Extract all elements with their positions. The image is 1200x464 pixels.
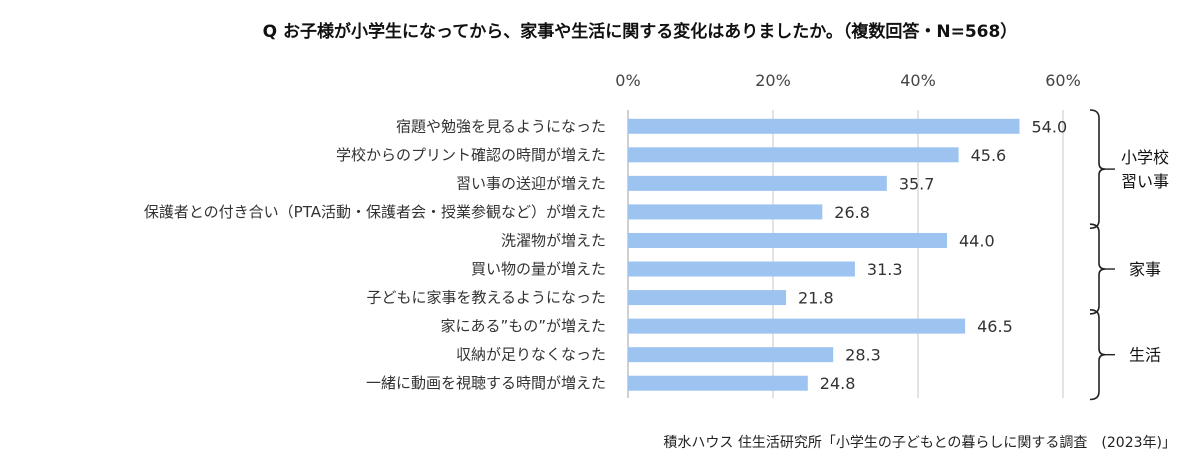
data-label: 44.0: [959, 231, 995, 250]
x-tick-label: 40%: [900, 71, 936, 90]
bar: [628, 204, 823, 220]
category-label: 買い物の量が増えた: [471, 260, 606, 278]
category-label: 一緒に動画を視聴する時間が増えた: [366, 374, 606, 392]
data-label: 26.8: [834, 203, 870, 222]
bar: [628, 261, 855, 277]
data-label: 28.3: [845, 346, 881, 365]
group-bracket: [1089, 109, 1106, 229]
category-labels: 宿題や勉強を見るようになった学校からのプリント確認の時間が増えた習い事の送迎が増…: [144, 117, 606, 392]
data-label: 35.7: [899, 174, 935, 193]
category-label: 宿題や勉強を見るようになった: [396, 117, 606, 135]
bar: [628, 347, 834, 363]
category-label: 洗濯物が増えた: [501, 231, 606, 249]
chart-source: 積水ハウス 住生活研究所「小学生の子どもとの暮らしに関する調査 (2023年)」: [663, 435, 1176, 451]
category-label: 収納が足りなくなった: [456, 346, 606, 364]
category-label: 習い事の送迎が増えた: [456, 174, 606, 192]
bar: [628, 290, 787, 306]
group-label: 習い事: [1121, 172, 1169, 191]
x-tick-label: 0%: [615, 71, 640, 90]
bar: [628, 118, 1020, 134]
bar: [628, 232, 947, 248]
data-label: 21.8: [798, 289, 834, 308]
group-bracket: [1089, 223, 1106, 315]
bar: [628, 318, 966, 334]
bar: [628, 147, 959, 163]
data-label: 46.5: [977, 317, 1013, 336]
x-axis-ticks: 0% 20% 40% 60%: [615, 71, 1080, 90]
group-label: 家事: [1129, 260, 1161, 279]
group-bracket: [1089, 309, 1106, 401]
bars: [628, 118, 1020, 391]
value-labels: 54.0 45.6 35.7 26.8 44.0 31.3 21.8 46.5 28.3 24.8: [798, 117, 1067, 393]
x-tick-label: 20%: [755, 71, 791, 90]
chart-title: Q お子様が小学生になってから、家事や生活に関する変化はありましたか。（複数回答…: [263, 21, 1018, 42]
group-label: 小学校: [1121, 148, 1169, 167]
group-label: 生活: [1129, 346, 1161, 365]
data-label: 45.6: [971, 146, 1007, 165]
category-label: 子どもに家事を教えるようになった: [366, 289, 606, 307]
data-label: 54.0: [1032, 117, 1068, 136]
category-label: 保護者との付き合い（PTA活動・保護者会・授業参観など）が増えた: [144, 203, 606, 221]
bar: [628, 175, 887, 191]
x-tick-label: 60%: [1045, 71, 1081, 90]
data-label: 31.3: [867, 260, 903, 279]
data-label: 24.8: [820, 374, 856, 393]
category-label: 学校からのプリント確認の時間が増えた: [336, 146, 606, 164]
category-label: 家にある”もの”が増えた: [440, 317, 606, 335]
bar: [628, 375, 808, 391]
